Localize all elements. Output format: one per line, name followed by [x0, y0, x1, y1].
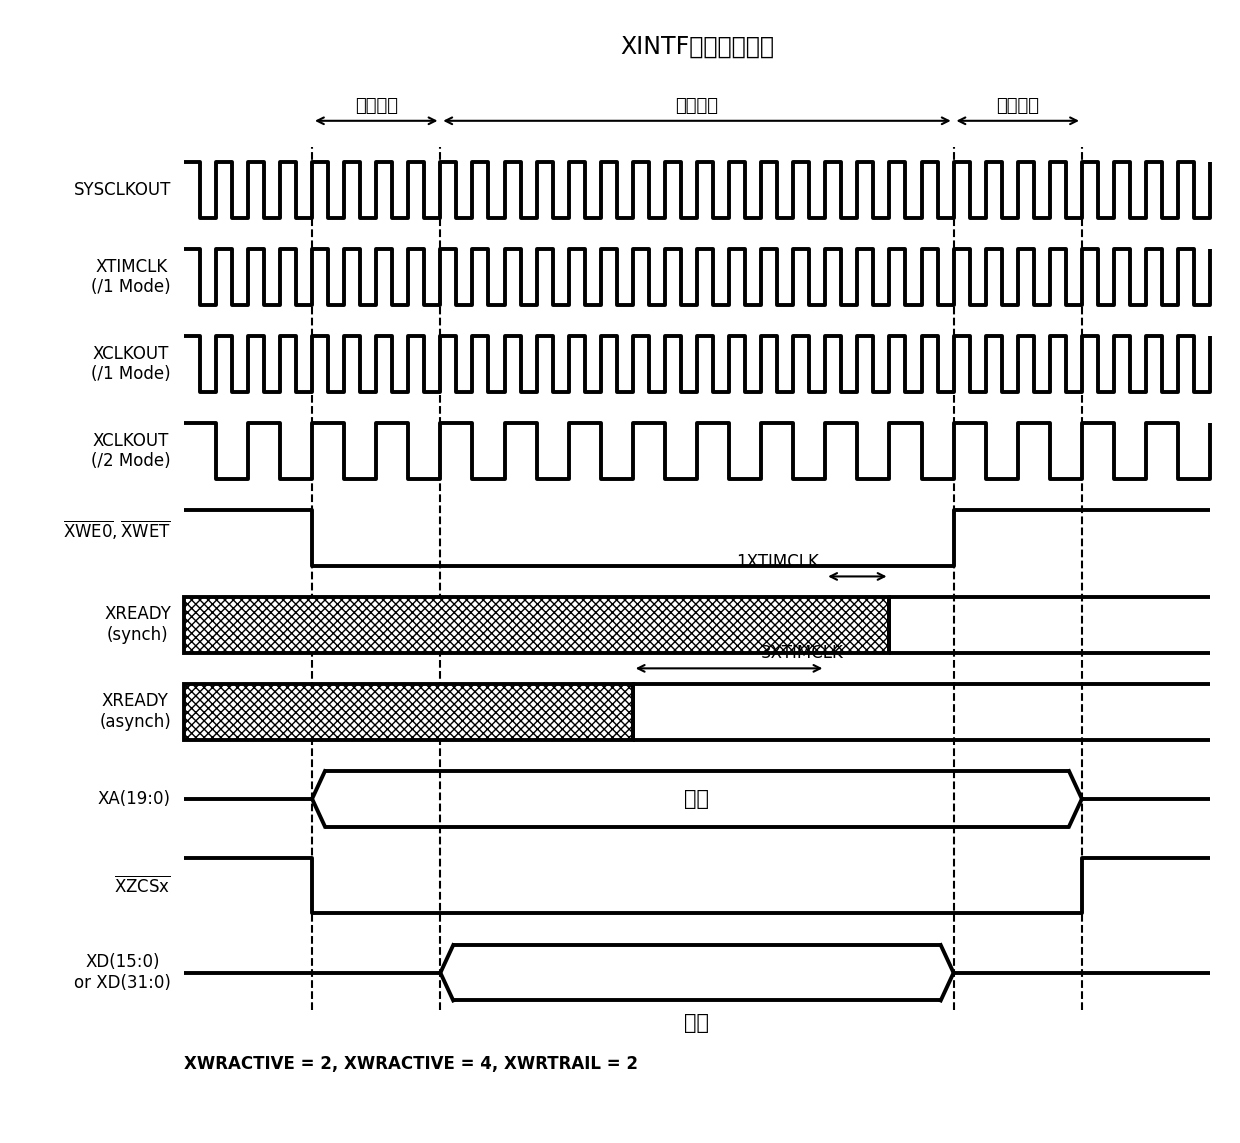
- Text: $\overline{\mathrm{XWE0}}, \overline{\mathrm{XWET}}$: $\overline{\mathrm{XWE0}}, \overline{\ma…: [63, 519, 171, 542]
- Text: XREADY
(asynch): XREADY (asynch): [99, 693, 171, 732]
- Text: 有效: 有效: [684, 789, 709, 809]
- Text: XINTF总线写时序图: XINTF总线写时序图: [620, 34, 774, 58]
- Text: XCLKOUT
(/2 Mode): XCLKOUT (/2 Mode): [92, 432, 171, 470]
- Text: XCLKOUT
(/1 Mode): XCLKOUT (/1 Mode): [92, 344, 171, 383]
- Text: XWRACTIVE = 2, XWRACTIVE = 4, XWRTRAIL = 2: XWRACTIVE = 2, XWRACTIVE = 4, XWRTRAIL =…: [184, 1055, 637, 1073]
- Text: 建立周期: 建立周期: [355, 97, 398, 114]
- Bar: [184, 685, 632, 740]
- Text: XTIMCLK
(/1 Mode): XTIMCLK (/1 Mode): [92, 257, 171, 296]
- Text: 1XTIMCLK: 1XTIMCLK: [737, 552, 818, 570]
- Bar: [184, 597, 889, 653]
- Text: 有效: 有效: [684, 1014, 709, 1033]
- Text: SYSCLKOUT: SYSCLKOUT: [73, 181, 171, 199]
- Text: 跟踪周期: 跟踪周期: [996, 97, 1039, 114]
- Text: 3XTIMCLK: 3XTIMCLK: [761, 645, 844, 663]
- Text: XA(19:0): XA(19:0): [98, 790, 171, 808]
- Text: XREADY
(synch): XREADY (synch): [104, 606, 171, 645]
- Text: 激活周期: 激活周期: [676, 97, 718, 114]
- Text: XD(15:0)
or XD(31:0): XD(15:0) or XD(31:0): [74, 953, 171, 992]
- Text: $\overline{\mathrm{XZCSx}}$: $\overline{\mathrm{XZCSx}}$: [114, 876, 171, 896]
